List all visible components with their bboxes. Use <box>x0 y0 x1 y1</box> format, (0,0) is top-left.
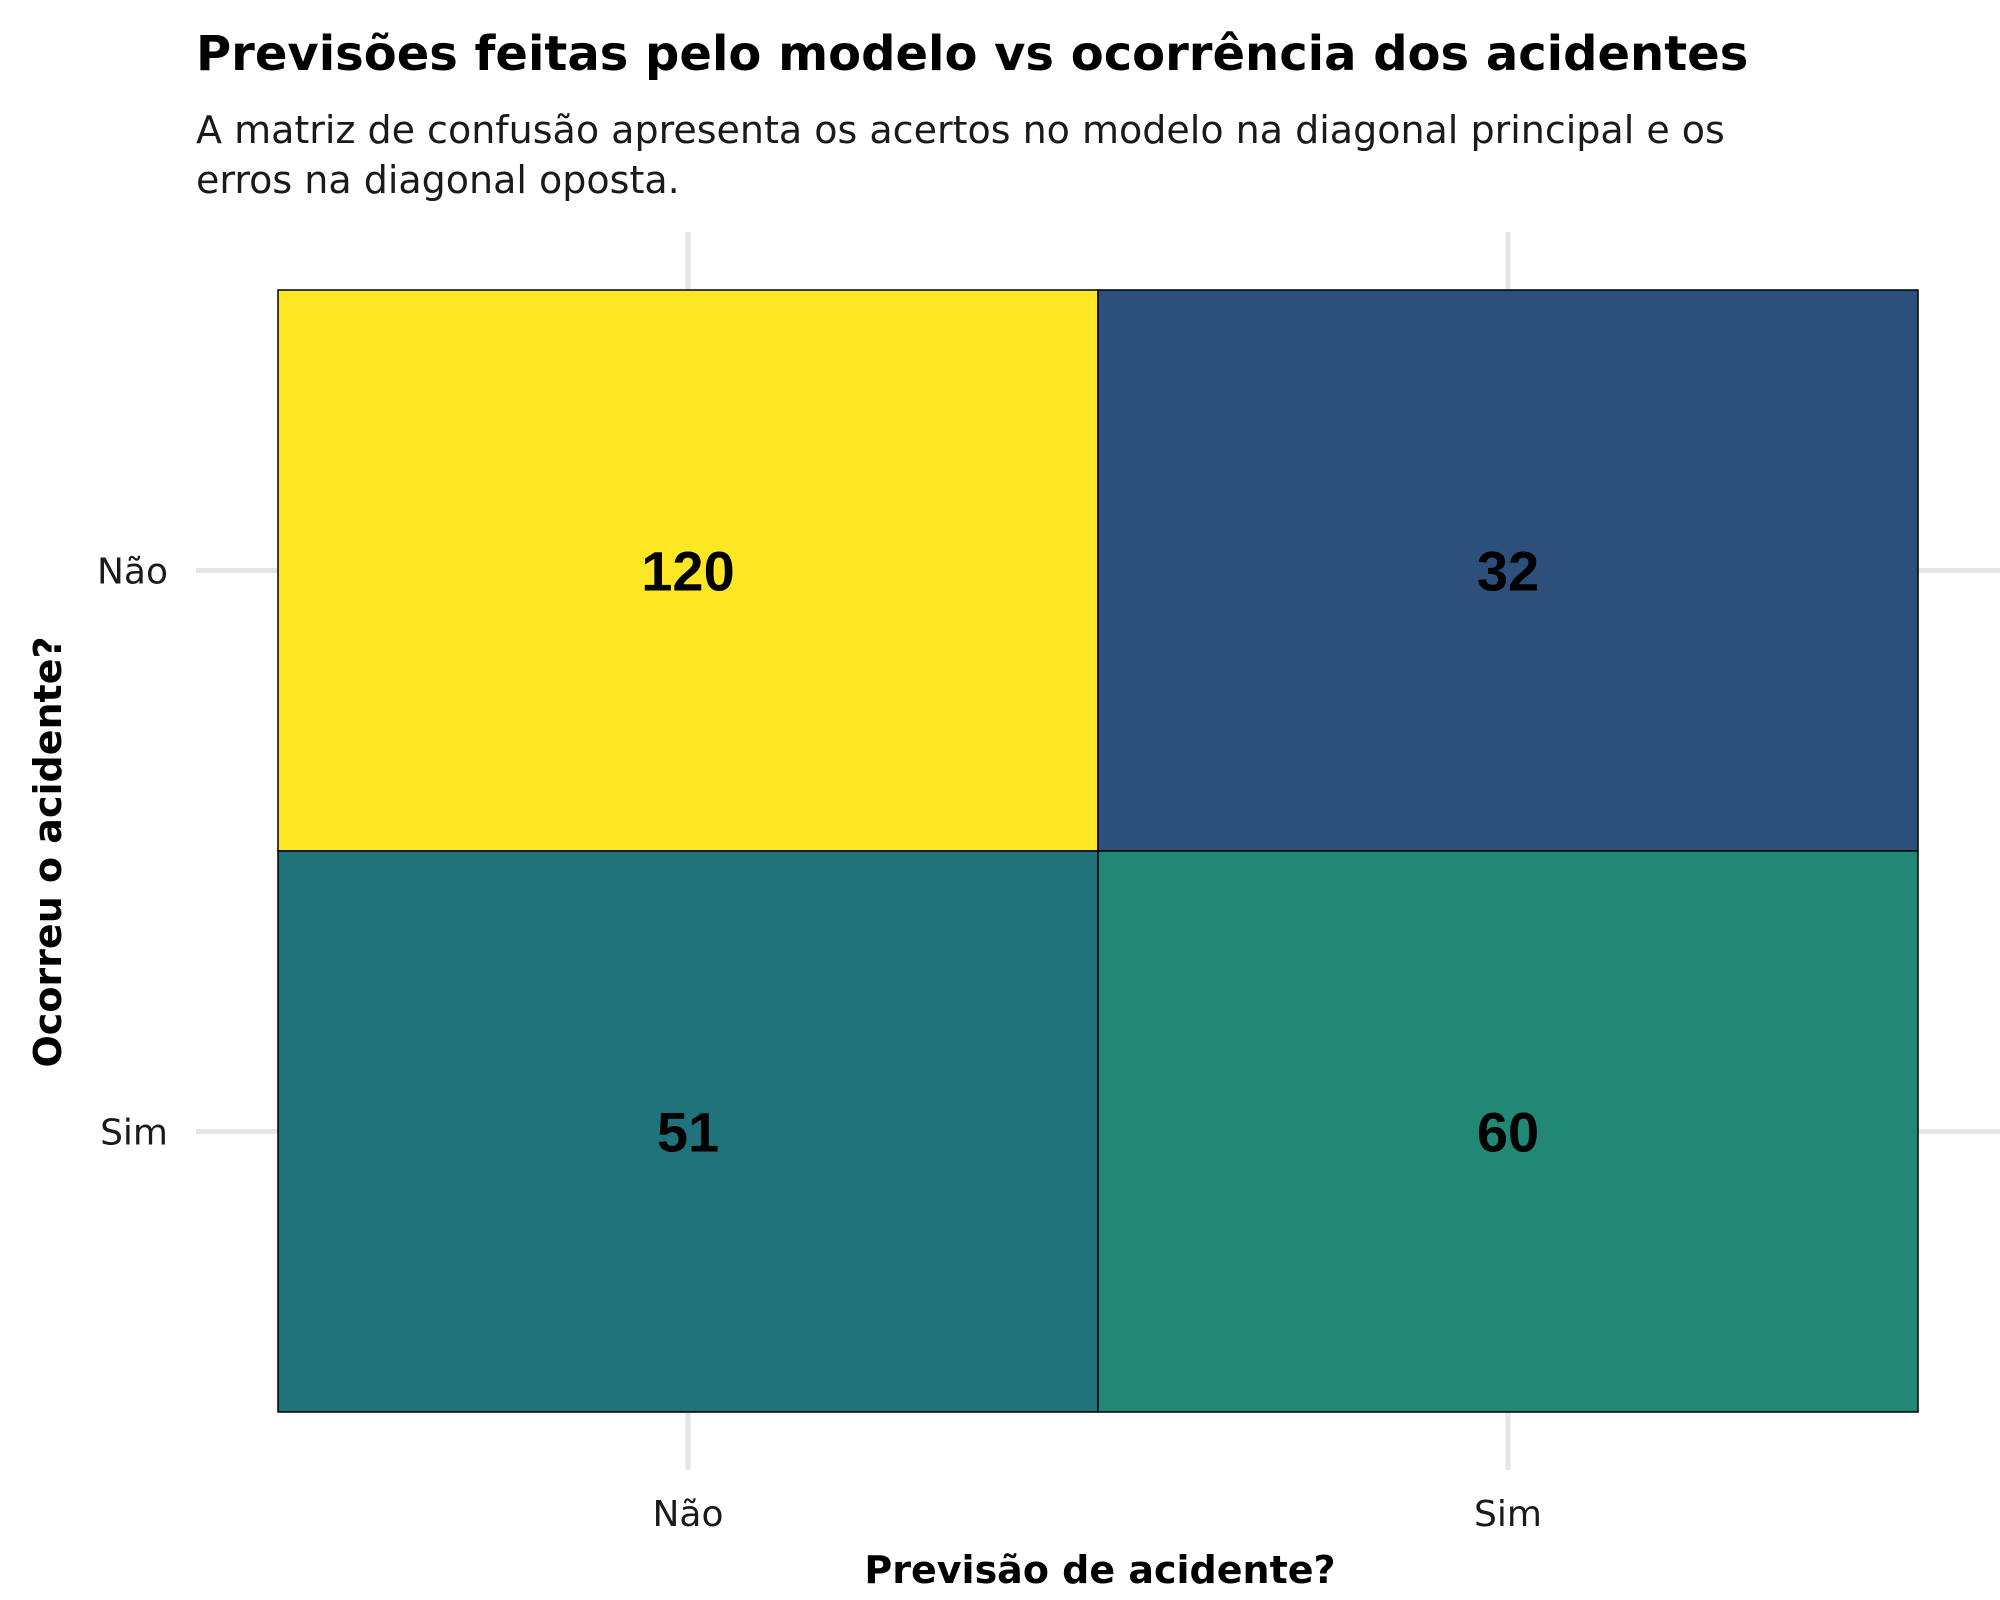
x-axis-title: Previsão de acidente? <box>864 1548 1335 1592</box>
cell-value-label: 51 <box>657 1101 719 1164</box>
heatmap-cells <box>277 289 1919 1413</box>
chart-subtitle-line-2: erros na diagonal oposta. <box>196 158 680 202</box>
cell-value-label: 120 <box>641 540 734 603</box>
cell-value-labels: 120 32 51 60 <box>641 540 1539 1164</box>
chart-title: Previsões feitas pelo modelo vs ocorrênc… <box>196 26 1748 82</box>
heatmap-cell <box>1097 850 1919 1413</box>
y-tick-label: Sim <box>100 1113 168 1154</box>
y-axis-title: Ocorreu o acidente? <box>26 636 70 1067</box>
chart-subtitle-line-1: A matriz de confusão apresenta os acerto… <box>196 108 1725 152</box>
cell-value-label: 32 <box>1477 540 1539 603</box>
x-tick-label: Não <box>652 1494 723 1535</box>
heatmap-cell <box>277 289 1099 852</box>
heatmap-cell <box>277 850 1099 1413</box>
tick-labels: Não Sim Não Sim <box>97 552 1542 1536</box>
x-tick-label: Sim <box>1474 1494 1542 1535</box>
cell-value-label: 60 <box>1477 1101 1539 1164</box>
y-tick-label: Não <box>97 552 168 593</box>
